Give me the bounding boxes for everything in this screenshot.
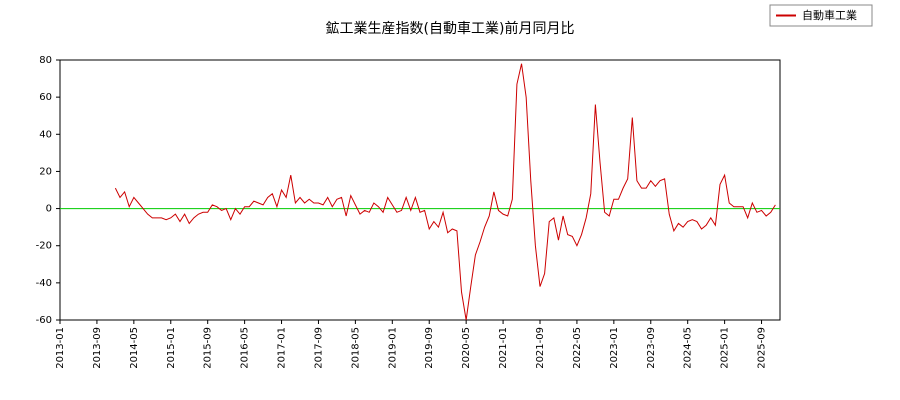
x-tick-label: 2017-01 bbox=[277, 327, 288, 369]
legend-label: 自動車工業 bbox=[802, 8, 857, 22]
x-tick-label: 2022-05 bbox=[572, 327, 583, 369]
data-line bbox=[114, 63, 776, 321]
y-tick-label: 20 bbox=[39, 166, 52, 177]
x-tick-label: 2019-01 bbox=[387, 327, 398, 369]
legend-box bbox=[769, 4, 873, 27]
x-tick-label: 2023-09 bbox=[646, 327, 657, 369]
x-tick-label: 2013-01 bbox=[55, 327, 66, 369]
x-tick-label: 2014-05 bbox=[129, 327, 140, 369]
x-tick-label: 2018-05 bbox=[350, 327, 361, 369]
x-tick-label: 2021-01 bbox=[498, 327, 509, 369]
chart-title: 鉱工業生産指数(自動車工業)前月同月比 bbox=[326, 20, 575, 37]
y-tick-label: -40 bbox=[36, 278, 52, 289]
y-tick-label: -60 bbox=[36, 315, 52, 326]
x-tick-label: 2021-09 bbox=[535, 327, 546, 369]
x-tick-label: 2016-05 bbox=[240, 327, 251, 369]
x-tick-label: 2017-09 bbox=[313, 327, 324, 369]
x-tick-label: 2025-01 bbox=[720, 327, 731, 369]
y-tick-label: 80 bbox=[39, 55, 52, 66]
y-tick-label: -20 bbox=[36, 241, 52, 252]
x-tick-label: 2025-09 bbox=[757, 327, 768, 369]
y-tick-label: 0 bbox=[46, 204, 52, 215]
plot-frame bbox=[59, 59, 781, 321]
x-tick-label: 2015-01 bbox=[166, 327, 177, 369]
x-tick-label: 2013-09 bbox=[92, 327, 103, 369]
x-tick-label: 2024-05 bbox=[683, 327, 694, 369]
x-tick-label: 2019-09 bbox=[424, 327, 435, 369]
x-tick-label: 2015-09 bbox=[203, 327, 214, 369]
y-tick-label: 40 bbox=[39, 129, 52, 140]
y-tick-label: 60 bbox=[39, 92, 52, 103]
x-tick-label: 2020-05 bbox=[461, 327, 472, 369]
x-tick-label: 2023-01 bbox=[609, 327, 620, 369]
